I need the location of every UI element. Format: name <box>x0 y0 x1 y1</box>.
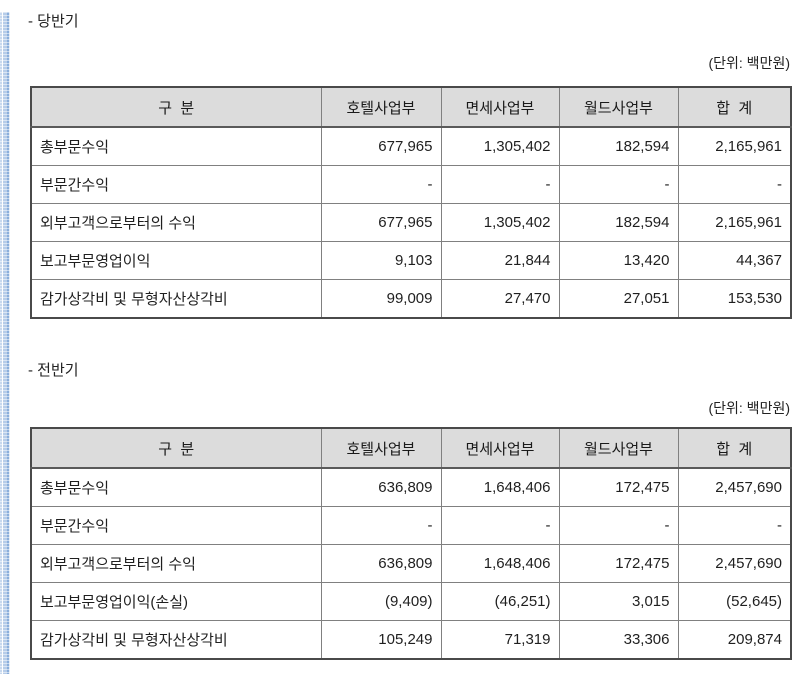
value-cell: 1,305,402 <box>440 126 560 166</box>
value-cell: 182,594 <box>558 126 679 166</box>
segment-table-previous-half: 구 분 호텔사업부 면세사업부 월드사업부 합 계 총부문수익 636,809 … <box>30 427 792 660</box>
value-cell: (9,409) <box>320 582 442 621</box>
value-cell: 9,103 <box>320 241 442 280</box>
table-row: 보고부문영업이익(손실) (9,409) (46,251) 3,015 (52,… <box>30 582 792 621</box>
window-edge-strip <box>0 12 11 674</box>
value-cell: 105,249 <box>320 620 442 660</box>
value-cell: (52,645) <box>677 582 792 621</box>
value-cell: - <box>440 165 560 204</box>
row-label: 보고부문영업이익 <box>30 241 322 280</box>
row-label: 부문간수익 <box>30 165 322 204</box>
unit-label: (단위: 백만원) <box>708 55 790 71</box>
table-row: 총부문수익 677,965 1,305,402 182,594 2,165,96… <box>30 126 792 166</box>
section-title-previous-half: - 전반기 <box>28 362 79 379</box>
value-cell: 153,530 <box>677 279 792 319</box>
unit-label: (단위: 백만원) <box>708 400 790 416</box>
value-cell: - <box>320 506 442 545</box>
value-cell: 27,470 <box>440 279 560 319</box>
value-cell: 636,809 <box>320 467 442 507</box>
segment-table-current-half: 구 분 호텔사업부 면세사업부 월드사업부 합 계 총부문수익 677,965 … <box>30 86 792 319</box>
row-label: 감가상각비 및 무형자산상각비 <box>30 620 322 660</box>
document-body: - 당반기 (단위: 백만원) 구 분 호텔사업부 면세사업부 월드사업부 합 … <box>0 12 800 660</box>
value-cell: 99,009 <box>320 279 442 319</box>
value-cell: - <box>320 165 442 204</box>
value-cell: 27,051 <box>558 279 679 319</box>
value-cell: 2,457,690 <box>677 467 792 507</box>
header-total: 합 계 <box>677 86 792 128</box>
row-label: 총부문수익 <box>30 126 322 166</box>
value-cell: 172,475 <box>558 467 679 507</box>
row-label: 외부고객으로부터의 수익 <box>30 544 322 583</box>
value-cell: 13,420 <box>558 241 679 280</box>
value-cell: - <box>558 165 679 204</box>
table-row: 감가상각비 및 무형자산상각비 105,249 71,319 33,306 20… <box>30 620 792 660</box>
header-hotel-division: 호텔사업부 <box>320 86 442 128</box>
value-cell: 21,844 <box>440 241 560 280</box>
value-cell: 33,306 <box>558 620 679 660</box>
value-cell: 1,648,406 <box>440 544 560 583</box>
row-label: 보고부문영업이익(손실) <box>30 582 322 621</box>
table-header-row: 구 분 호텔사업부 면세사업부 월드사업부 합 계 <box>30 86 792 128</box>
table-row: 외부고객으로부터의 수익 636,809 1,648,406 172,475 2… <box>30 544 792 583</box>
value-cell: 182,594 <box>558 203 679 242</box>
value-cell: 636,809 <box>320 544 442 583</box>
header-dutyfree-division: 면세사업부 <box>440 427 560 469</box>
value-cell: 172,475 <box>558 544 679 583</box>
header-category: 구 분 <box>30 427 322 469</box>
value-cell: 677,965 <box>320 126 442 166</box>
table-row: 외부고객으로부터의 수익 677,965 1,305,402 182,594 2… <box>30 203 792 242</box>
value-cell: (46,251) <box>440 582 560 621</box>
section-title-current-half: - 당반기 <box>28 13 79 30</box>
value-cell: 2,165,961 <box>677 203 792 242</box>
header-category: 구 분 <box>30 86 322 128</box>
value-cell: 209,874 <box>677 620 792 660</box>
table-row: 부문간수익 - - - - <box>30 506 792 545</box>
value-cell: 2,457,690 <box>677 544 792 583</box>
header-dutyfree-division: 면세사업부 <box>440 86 560 128</box>
value-cell: - <box>677 506 792 545</box>
table-row: 보고부문영업이익 9,103 21,844 13,420 44,367 <box>30 241 792 280</box>
header-world-division: 월드사업부 <box>558 427 679 469</box>
row-label: 총부문수익 <box>30 467 322 507</box>
value-cell: 677,965 <box>320 203 442 242</box>
row-label: 외부고객으로부터의 수익 <box>30 203 322 242</box>
table-row: 총부문수익 636,809 1,648,406 172,475 2,457,69… <box>30 467 792 507</box>
row-label: 부문간수익 <box>30 506 322 545</box>
header-total: 합 계 <box>677 427 792 469</box>
value-cell: - <box>677 165 792 204</box>
row-label: 감가상각비 및 무형자산상각비 <box>30 279 322 319</box>
value-cell: 71,319 <box>440 620 560 660</box>
value-cell: 1,305,402 <box>440 203 560 242</box>
table-row: 부문간수익 - - - - <box>30 165 792 204</box>
table-row: 감가상각비 및 무형자산상각비 99,009 27,470 27,051 153… <box>30 279 792 319</box>
value-cell: 2,165,961 <box>677 126 792 166</box>
value-cell: 44,367 <box>677 241 792 280</box>
header-hotel-division: 호텔사업부 <box>320 427 442 469</box>
value-cell: - <box>440 506 560 545</box>
value-cell: 3,015 <box>558 582 679 621</box>
header-world-division: 월드사업부 <box>558 86 679 128</box>
value-cell: 1,648,406 <box>440 467 560 507</box>
value-cell: - <box>558 506 679 545</box>
table-header-row: 구 분 호텔사업부 면세사업부 월드사업부 합 계 <box>30 427 792 469</box>
